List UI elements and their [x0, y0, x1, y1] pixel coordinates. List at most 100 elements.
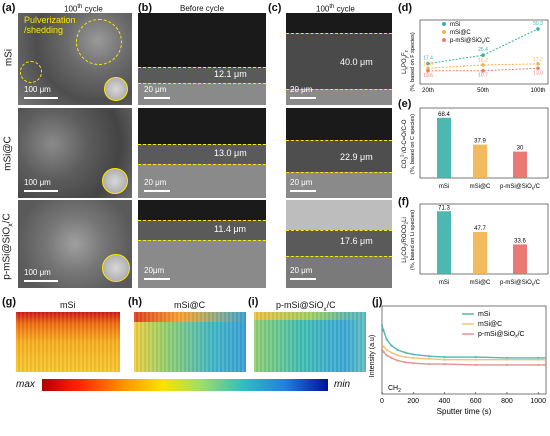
f-xtick: p-mSi@SiOx/C [500, 280, 541, 287]
scale-label: 100 μm [24, 85, 51, 94]
header-b: Before cycle [180, 4, 225, 13]
scale-label: 20 μm [290, 266, 313, 275]
j-point [396, 348, 399, 352]
legend-msic: mSi@C [450, 30, 471, 36]
j-point [412, 356, 415, 360]
thickness-label: 40.0 μm [340, 57, 373, 67]
j-point [396, 359, 399, 362]
f-xtick: mSi@C [470, 280, 491, 286]
d-point [426, 61, 430, 66]
e-data-label: 37.9 [474, 139, 486, 145]
scale-label: 20 μm [290, 85, 313, 94]
heatmap-title-g: mSi [60, 300, 76, 310]
thickness-label: 11.4 μm [214, 224, 247, 234]
f-xtick: mSi [439, 280, 449, 286]
chart-d: LixPOyFz (%, based on F species) 20th 50t… [402, 19, 549, 94]
j-point [380, 348, 384, 352]
panel-label-e: (e) [398, 98, 412, 110]
d-data-label: 10.7 [478, 73, 488, 79]
scale-bar [290, 190, 316, 192]
e-bar [473, 144, 487, 178]
chart-d-legend: mSi mSi@C p-mSi@SiOx/C [442, 22, 491, 45]
panel-label-g: (g) [2, 296, 17, 308]
panel-label-j: (j) [372, 296, 383, 308]
chart-j-annotation: CH2 [388, 385, 401, 394]
d-point [481, 53, 485, 58]
row-label-pmsi: p-mSi@SiOx/C [1, 213, 15, 280]
scale-label: 20 μm [290, 178, 313, 187]
j-point [474, 363, 477, 367]
d-point [481, 68, 485, 73]
j-point [443, 358, 446, 361]
d-xtick: 20th [422, 88, 434, 94]
colorbar-max-label: max [16, 379, 35, 390]
j-point [474, 355, 477, 359]
row-label-msic: mSi@C [2, 136, 14, 171]
d-point [426, 66, 430, 71]
j-point [427, 355, 431, 358]
sem-image-pmsi: 100 μm [18, 200, 132, 288]
f-data-label: 47.7 [474, 226, 486, 232]
legend-msi: mSi [450, 22, 460, 28]
scale-label: 100 μm [24, 268, 51, 277]
chart-d-ylabel-sub: (%, based on F species) [410, 32, 416, 91]
j-point [385, 354, 388, 357]
j-point [380, 324, 384, 327]
j-point [443, 362, 446, 366]
j-point [427, 357, 431, 360]
d-point [481, 63, 485, 67]
j-point [380, 343, 384, 346]
legend-msic: mSi@C [478, 321, 502, 328]
j-point [385, 348, 388, 352]
chart-j-ylabel: Intensity (a.u) [369, 335, 376, 377]
sem-image-msi: Pulverization/shedding 100 μm [18, 13, 132, 105]
j-point [443, 355, 446, 359]
d-data-label: 50.3 [533, 21, 543, 27]
cross-section-before-msi: 12.1 μm 20 μm [138, 13, 266, 105]
j-point [382, 350, 385, 353]
cross-section-before-pmsi: 11.4 μm 20μm [138, 200, 266, 288]
scale-label: 20 μm [144, 85, 167, 94]
d-xtick: 100th [530, 88, 545, 94]
e-data-label: 68.4 [438, 112, 450, 118]
f-bar [437, 211, 451, 274]
j-point [404, 351, 407, 354]
heatmap-msi [16, 312, 120, 372]
j-point [505, 363, 509, 367]
j-point [390, 356, 393, 360]
j-point [543, 363, 546, 367]
d-point [536, 62, 540, 66]
highlight-circle [20, 61, 42, 83]
j-point [427, 362, 431, 366]
panel-label-f: (f) [398, 196, 409, 208]
d-data-label: 13.0 [423, 61, 433, 67]
highlight-circle [76, 19, 122, 65]
heatmap-pmsi [254, 312, 366, 372]
colorbar-min-label: min [334, 379, 351, 390]
chart-e: CO32-/O-C=O/C-O (%, based on C species) … [400, 107, 549, 191]
panel-label-c: (c) [268, 2, 282, 14]
scale-bar [290, 278, 316, 280]
j-point [382, 329, 385, 332]
thickness-label: 22.9 μm [340, 152, 373, 162]
j-series-line [381, 344, 545, 361]
e-xtick: mSi [439, 184, 449, 190]
j-point [404, 355, 407, 359]
sem-image-msic: 100 μm [18, 108, 132, 198]
j-point [404, 361, 407, 364]
d-series-line [427, 67, 539, 72]
j-xtick: 1000 [530, 398, 546, 405]
d-data-label: 17.4 [423, 56, 433, 62]
cross-section-after-msi: 40.0 μm 20 μm [286, 13, 392, 105]
f-bar [513, 244, 527, 274]
d-data-label: 25.4 [478, 47, 488, 53]
heatmap-title-i: p-mSi@SiOx/C [276, 300, 336, 313]
scale-bar [144, 97, 170, 99]
j-xtick: 800 [501, 398, 513, 405]
panel-label-i: (i) [248, 296, 259, 308]
heatmap-title-h: mSi@C [174, 300, 206, 310]
j-point [412, 353, 415, 356]
e-xtick: p-mSi@SiOx/C [500, 184, 541, 191]
e-bar [437, 117, 451, 178]
legend-msi: mSi [478, 311, 491, 318]
